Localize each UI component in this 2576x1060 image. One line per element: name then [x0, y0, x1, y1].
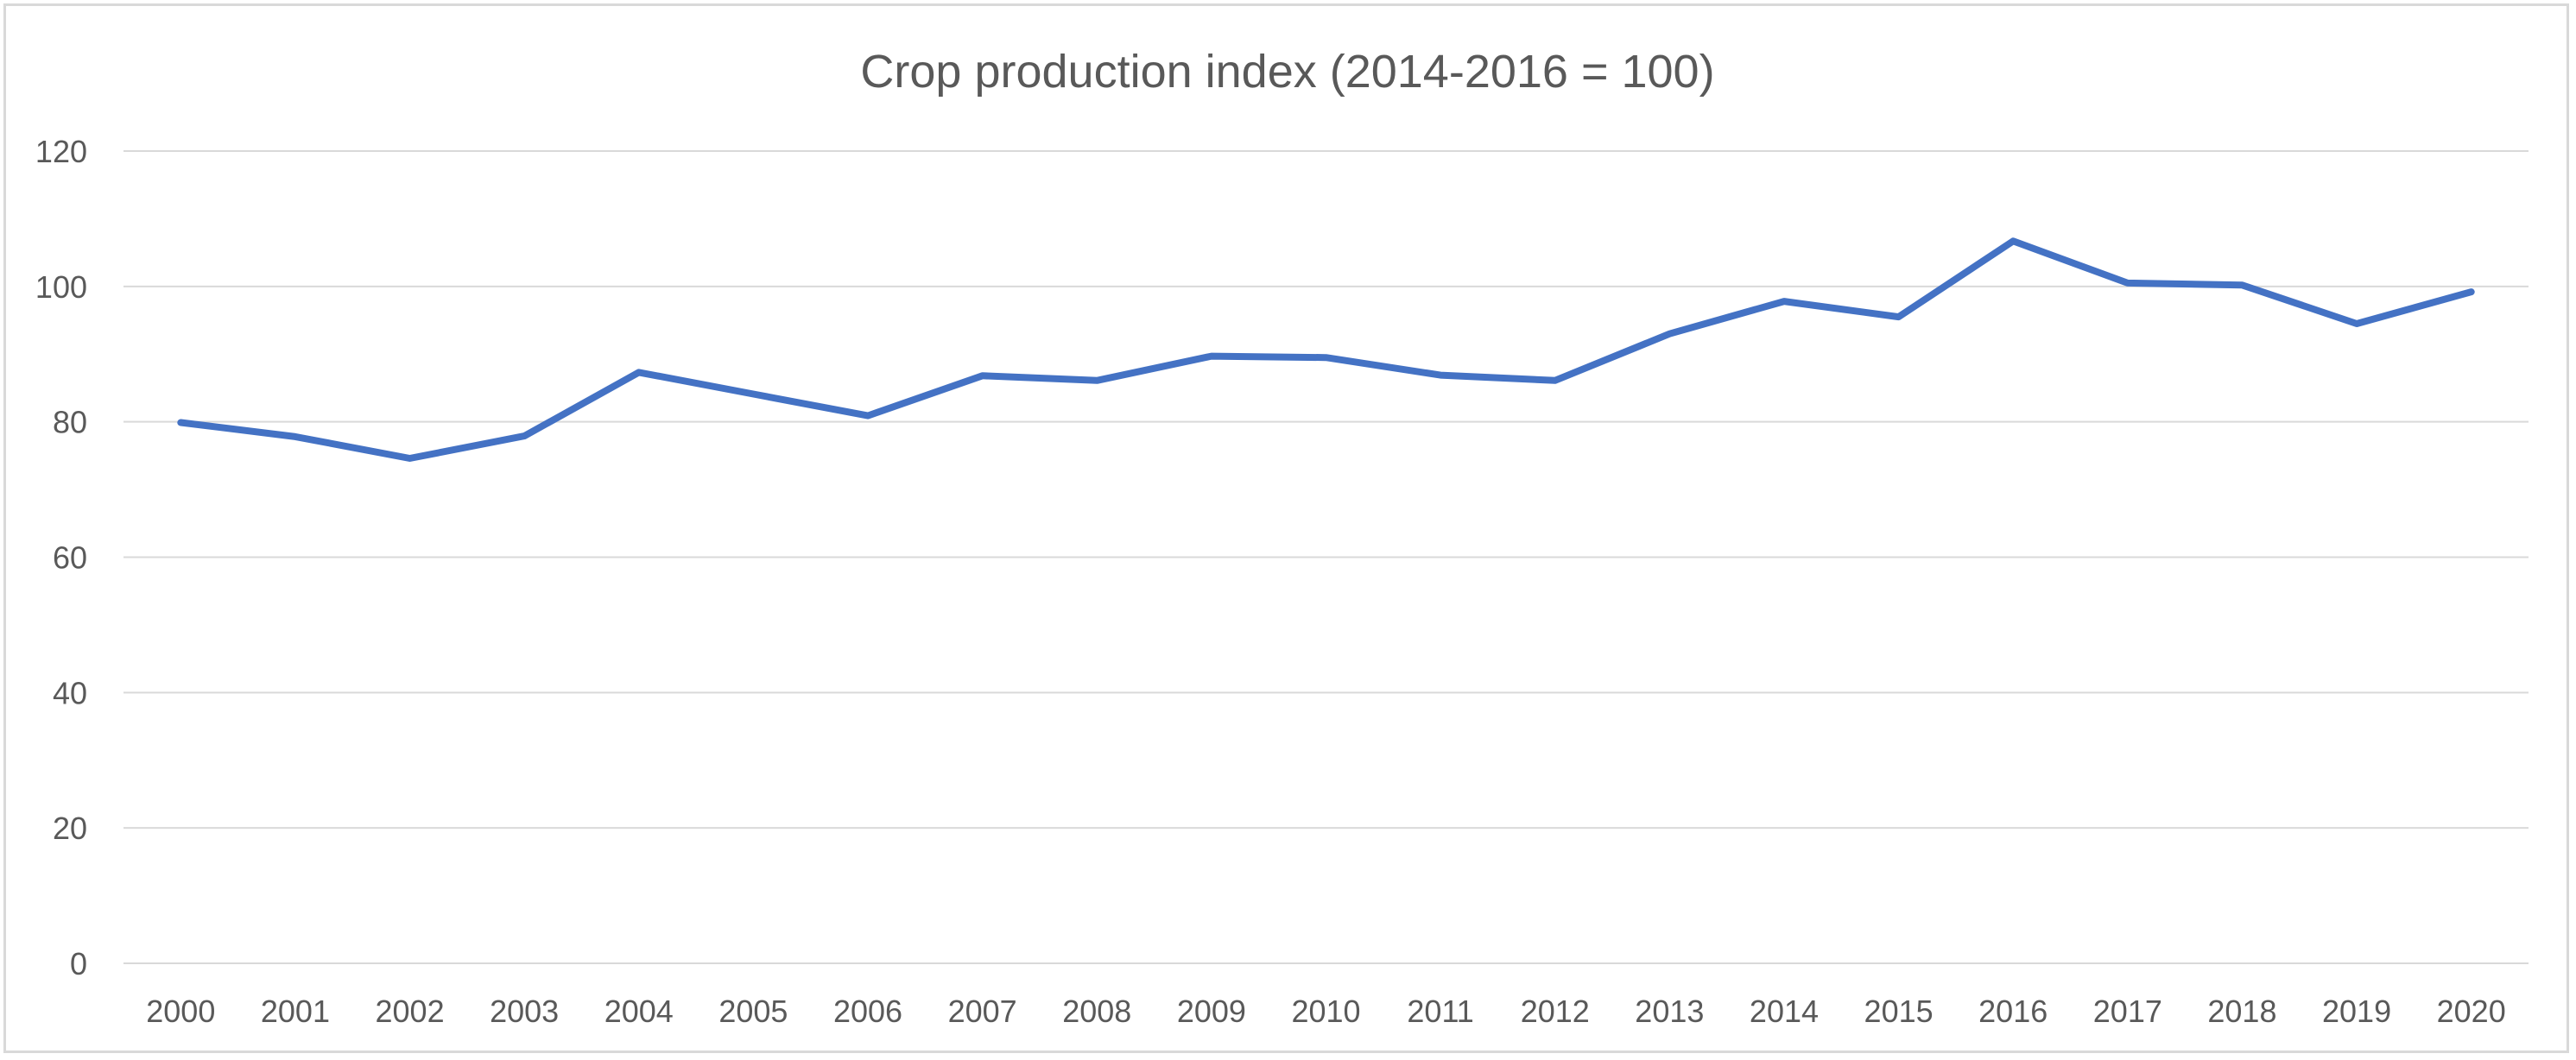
x-tick-label: 2015	[1864, 994, 1934, 1029]
data-point-2018	[2238, 281, 2245, 288]
x-tick-label: 2009	[1177, 994, 1246, 1029]
x-tick-label: 2004	[604, 994, 674, 1029]
line-chart: Crop production index (2014-2016 = 100) …	[35, 46, 2529, 1029]
x-tick-label: 2014	[1750, 994, 1819, 1029]
series-line-0	[177, 237, 2475, 462]
y-tick-label: 0	[70, 946, 87, 981]
x-tick-label: 2000	[146, 994, 215, 1029]
data-point-2002	[407, 455, 414, 462]
x-tick-label: 2019	[2322, 994, 2391, 1029]
x-tick-label: 2018	[2207, 994, 2276, 1029]
x-axis-ticks: 2000 2001 2002 2003 2004 2005 2006 2007 2008 2009…	[146, 994, 2505, 1029]
x-tick-label: 2020	[2437, 994, 2506, 1029]
data-point-2008	[1093, 377, 1100, 384]
y-tick-label: 60	[53, 540, 87, 576]
data-point-2014	[1781, 298, 1788, 305]
x-tick-label: 2007	[948, 994, 1017, 1029]
x-tick-label: 2001	[261, 994, 330, 1029]
data-point-2007	[979, 372, 986, 379]
data-point-2013	[1666, 331, 1673, 338]
x-tick-label: 2011	[1407, 994, 1473, 1029]
x-tick-label: 2008	[1062, 994, 1131, 1029]
y-tick-label: 40	[53, 675, 87, 710]
x-tick-label: 2002	[376, 994, 445, 1029]
x-tick-label: 2010	[1291, 994, 1360, 1029]
x-tick-label: 2005	[718, 994, 788, 1029]
data-point-2017	[2124, 280, 2131, 287]
x-tick-label: 2006	[833, 994, 902, 1029]
data-point-2006	[864, 413, 871, 420]
chart-frame: Crop production index (2014-2016 = 100) …	[3, 3, 2569, 1053]
x-tick-label: 2012	[1521, 994, 1590, 1029]
data-point-2019	[2353, 320, 2360, 327]
y-axis-ticks: 0 20 40 60 80 100 120	[35, 134, 87, 981]
data-point-2009	[1208, 353, 1215, 360]
series-layer	[177, 237, 2475, 462]
x-tick-label: 2016	[1978, 994, 2048, 1029]
x-tick-label: 2017	[2093, 994, 2162, 1029]
data-point-2015	[1896, 313, 1902, 320]
data-point-2004	[636, 369, 642, 375]
data-point-2005	[750, 391, 756, 398]
x-tick-label: 2003	[490, 994, 559, 1029]
data-point-2010	[1323, 354, 1330, 361]
y-tick-label: 120	[35, 134, 87, 169]
chart-title: Crop production index (2014-2016 = 100)	[860, 46, 1714, 98]
data-point-2001	[292, 433, 299, 440]
x-tick-label: 2013	[1635, 994, 1704, 1029]
y-tick-label: 80	[53, 405, 87, 440]
data-point-2012	[1552, 377, 1559, 384]
y-tick-label: 20	[53, 811, 87, 846]
data-point-2011	[1437, 372, 1444, 379]
data-point-2003	[521, 432, 528, 439]
y-tick-label: 100	[35, 269, 87, 305]
data-point-2016	[2010, 237, 2016, 244]
data-point-2020	[2468, 288, 2475, 295]
data-point-2000	[177, 419, 184, 426]
gridlines	[123, 150, 2529, 964]
